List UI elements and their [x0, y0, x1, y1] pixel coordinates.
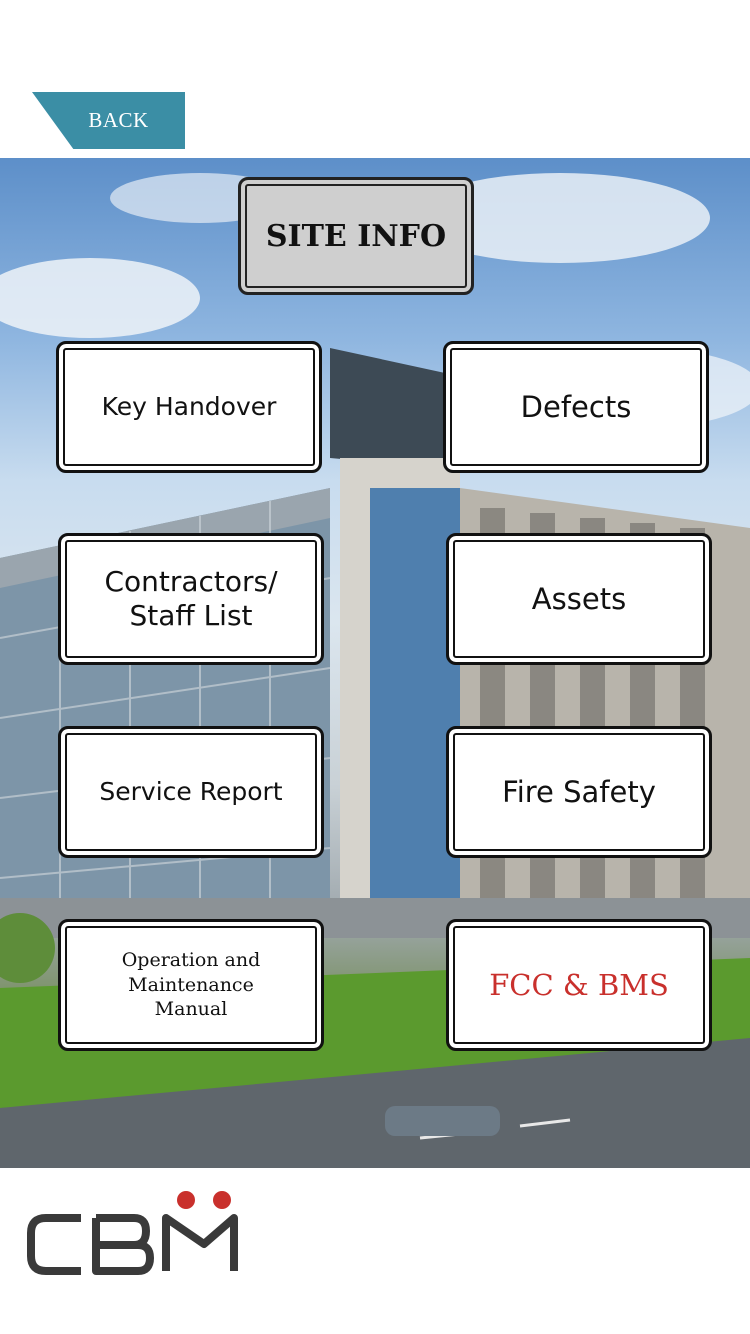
site-info-title: SITE INFO — [238, 177, 474, 295]
cbm-logo — [26, 1188, 238, 1278]
service-report-label: Service Report — [99, 777, 283, 806]
fire-safety-label: Fire Safety — [502, 774, 656, 809]
fcc-bms-label: FCC & BMS — [489, 967, 669, 1002]
assets-button[interactable]: Assets — [446, 533, 712, 665]
fire-safety-button[interactable]: Fire Safety — [446, 726, 712, 858]
fcc-bms-button[interactable]: FCC & BMS — [446, 919, 712, 1051]
om-label-line1: Operation and — [121, 948, 261, 971]
defects-button[interactable]: Defects — [443, 341, 709, 473]
key-handover-label: Key Handover — [101, 392, 277, 421]
om-label-line2: Maintenance — [128, 973, 254, 996]
page-title: SITE INFO — [265, 218, 447, 254]
assets-label: Assets — [531, 581, 627, 616]
operation-maintenance-manual-button[interactable]: Operation and Maintenance Manual — [58, 919, 324, 1051]
contractors-staff-list-button[interactable]: Contractors/ Staff List — [58, 533, 324, 665]
contractors-label-line1: Contractors/ — [104, 565, 278, 599]
back-button-label: BACK — [88, 108, 149, 132]
key-handover-button[interactable]: Key Handover — [56, 341, 322, 473]
om-label-line3: Manual — [154, 998, 228, 1021]
contractors-label-line2: Staff List — [129, 599, 253, 632]
service-report-button[interactable]: Service Report — [58, 726, 324, 858]
back-button[interactable]: BACK — [32, 92, 185, 149]
defects-label: Defects — [520, 389, 632, 424]
